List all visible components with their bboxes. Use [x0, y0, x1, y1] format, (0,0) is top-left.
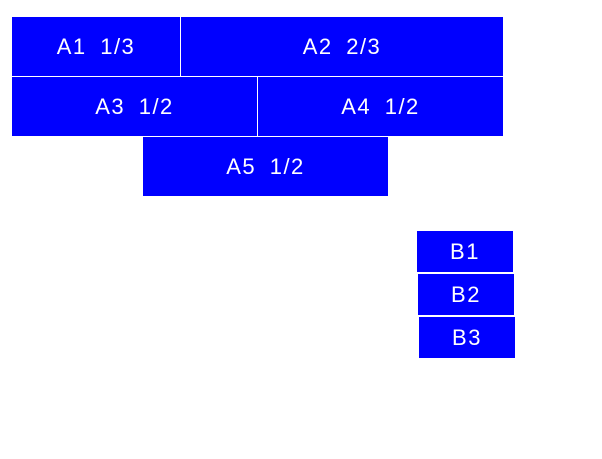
box-b1[interactable]: B1: [417, 231, 513, 272]
box-a2[interactable]: A2 2/3: [181, 17, 503, 76]
box-a2-label: A2 2/3: [302, 33, 382, 59]
box-a4[interactable]: A4 1/2: [258, 77, 503, 136]
box-a4-label: A4 1/2: [341, 93, 420, 119]
box-b1-label: B1: [450, 238, 480, 264]
box-b3-label: B3: [452, 324, 482, 350]
box-a1[interactable]: A1 1/3: [12, 17, 180, 76]
box-a1-label: A1 1/3: [56, 33, 136, 59]
box-a5-label: A5 1/2: [226, 153, 305, 179]
box-a3-label: A3 1/2: [95, 93, 174, 119]
box-a5[interactable]: A5 1/2: [143, 137, 388, 196]
box-a3[interactable]: A3 1/2: [12, 77, 257, 136]
box-b2[interactable]: B2: [418, 274, 514, 315]
box-b3[interactable]: B3: [419, 317, 515, 358]
box-b2-label: B2: [451, 281, 481, 307]
